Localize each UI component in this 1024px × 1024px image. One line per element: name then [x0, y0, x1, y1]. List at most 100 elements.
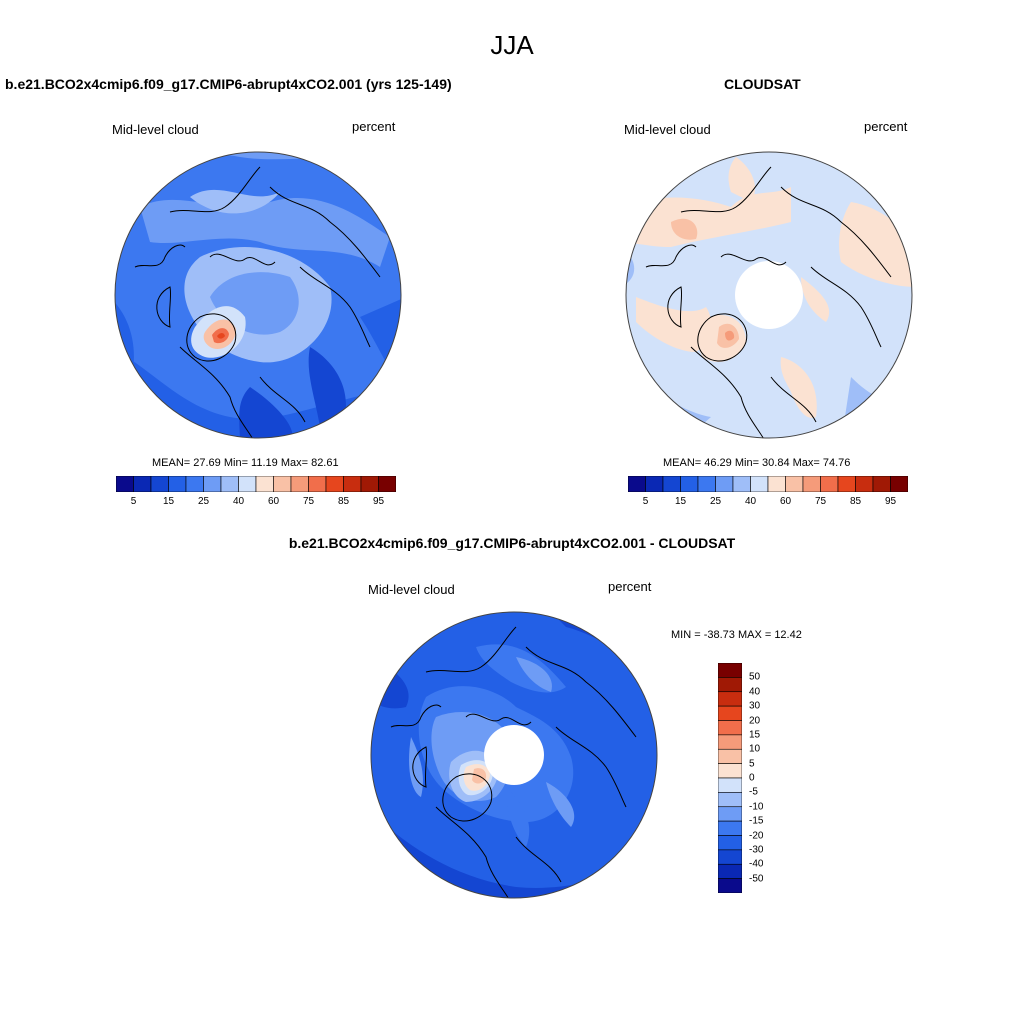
panel3-colorbar-label: -30	[749, 844, 764, 856]
panel3-colorbar-label: 50	[749, 671, 761, 683]
panel3-colorbar-label: 15	[749, 729, 761, 741]
panel3-colorbar-label: 0	[749, 772, 755, 784]
colorbar-swatch	[680, 476, 699, 492]
colorbar-swatch	[718, 720, 742, 736]
panel1-colorbar-label: 40	[232, 496, 245, 507]
colorbar-swatch	[133, 476, 152, 492]
colorbar-swatch	[273, 476, 292, 492]
colorbar-swatch	[628, 476, 646, 492]
colorbar-swatch	[378, 476, 396, 492]
colorbar-swatch	[855, 476, 874, 492]
colorbar-swatch	[718, 878, 742, 893]
panel1-colorbar-label: 75	[302, 496, 315, 507]
colorbar-swatch	[255, 476, 274, 492]
colorbar-swatch	[715, 476, 734, 492]
panel1-colorbar	[116, 476, 396, 492]
panel2-colorbar-label: 95	[884, 496, 897, 507]
panel3-colorbar-label: -40	[749, 858, 764, 870]
colorbar-swatch	[802, 476, 821, 492]
colorbar-swatch	[185, 476, 204, 492]
panel2-colorbar	[628, 476, 908, 492]
colorbar-swatch	[290, 476, 309, 492]
colorbar-swatch	[890, 476, 908, 492]
panel3-colorbar-label: -15	[749, 815, 764, 827]
colorbar-swatch	[767, 476, 786, 492]
colorbar-swatch	[718, 820, 742, 836]
colorbar-swatch	[343, 476, 362, 492]
panel3-stats: MIN = -38.73 MAX = 12.42	[671, 629, 802, 641]
colorbar-swatch	[697, 476, 716, 492]
panel2-colorbar-label: 85	[849, 496, 862, 507]
panel2-colorbar-label: 60	[779, 496, 792, 507]
colorbar-swatch	[718, 777, 742, 793]
colorbar-swatch	[220, 476, 239, 492]
panel1-units-label: percent	[352, 119, 396, 134]
panel2-title: CLOUDSAT	[724, 76, 801, 92]
colorbar-swatch	[718, 748, 742, 764]
colorbar-swatch	[718, 792, 742, 808]
panel3-colorbar-label: 30	[749, 700, 761, 712]
panel2-variable-label: Mid-level cloud	[624, 122, 711, 137]
panel2-colorbar-labels: 5 15 25 40 60 75 85 95	[628, 496, 908, 510]
colorbar-swatch	[872, 476, 891, 492]
panel2-colorbar-label: 75	[814, 496, 827, 507]
colorbar-swatch	[718, 734, 742, 750]
colorbar-swatch	[837, 476, 856, 492]
panel1-title: b.e21.BCO2x4cmip6.f09_g17.CMIP6-abrupt4x…	[5, 76, 452, 92]
colorbar-swatch	[168, 476, 187, 492]
panel1-colorbar-label: 25	[197, 496, 210, 507]
colorbar-swatch	[718, 806, 742, 822]
panel2-colorbar-label: 5	[642, 496, 649, 507]
panel3-colorbar-label: 10	[749, 743, 761, 755]
panel1-colorbar-labels: 5 15 25 40 60 75 85 95	[116, 496, 396, 510]
panel3-colorbar-label: 40	[749, 686, 761, 698]
colorbar-swatch	[718, 849, 742, 865]
panel2-colorbar-label: 40	[744, 496, 757, 507]
colorbar-swatch	[718, 763, 742, 779]
colorbar-swatch	[308, 476, 327, 492]
colorbar-swatch	[718, 863, 742, 879]
panel3-colorbar-label: -20	[749, 830, 764, 841]
colorbar-swatch	[750, 476, 769, 492]
panel3-colorbar	[718, 663, 742, 893]
colorbar-swatch	[203, 476, 222, 492]
colorbar-swatch	[645, 476, 664, 492]
panel3-colorbar-label: -10	[749, 801, 764, 813]
panel3-colorbar-label: 5	[749, 758, 755, 770]
colorbar-swatch	[150, 476, 169, 492]
colorbar-swatch	[785, 476, 804, 492]
panel2-units-label: percent	[864, 119, 908, 134]
figure-title: JJA	[490, 30, 534, 60]
panel1-variable-label: Mid-level cloud	[112, 122, 199, 137]
colorbar-swatch	[360, 476, 379, 492]
panel1-colorbar-label: 95	[372, 496, 385, 507]
panel3-polar-map	[370, 611, 658, 899]
panel3-title: b.e21.BCO2x4cmip6.f09_g17.CMIP6-abrupt4x…	[288, 535, 736, 551]
colorbar-swatch	[718, 677, 742, 693]
colorbar-swatch	[325, 476, 344, 492]
colorbar-swatch	[238, 476, 257, 492]
panel3-colorbar-label: 20	[749, 715, 761, 726]
colorbar-swatch	[718, 835, 742, 851]
panel1-colorbar-label: 60	[267, 496, 280, 507]
colorbar-swatch	[820, 476, 839, 492]
colorbar-swatch	[662, 476, 681, 492]
panel3-variable-label: Mid-level cloud	[368, 582, 455, 597]
panel3-colorbar-label: -50	[749, 873, 764, 885]
panel1-stats: MEAN= 27.69 Min= 11.19 Max= 82.61	[152, 457, 339, 469]
panel3-units-label: percent	[608, 579, 652, 594]
panel2-colorbar-label: 25	[709, 496, 722, 507]
colorbar-swatch	[718, 663, 742, 678]
panel3-colorbar-labels: 50 40 30 20 15 10 5 0 -5 -10 -15 -20 -30…	[749, 663, 789, 893]
colorbar-swatch	[718, 705, 742, 721]
panel1-colorbar-label: 5	[130, 496, 137, 507]
panel1-colorbar-label: 15	[162, 496, 175, 507]
colorbar-swatch	[718, 691, 742, 707]
colorbar-swatch	[732, 476, 751, 492]
panel2-colorbar-label: 15	[674, 496, 687, 507]
panel1-colorbar-label: 85	[337, 496, 350, 507]
panel2-stats: MEAN= 46.29 Min= 30.84 Max= 74.76	[663, 457, 851, 469]
panel2-polar-map	[625, 151, 913, 439]
colorbar-swatch	[116, 476, 134, 492]
panel1-polar-map	[114, 151, 402, 439]
